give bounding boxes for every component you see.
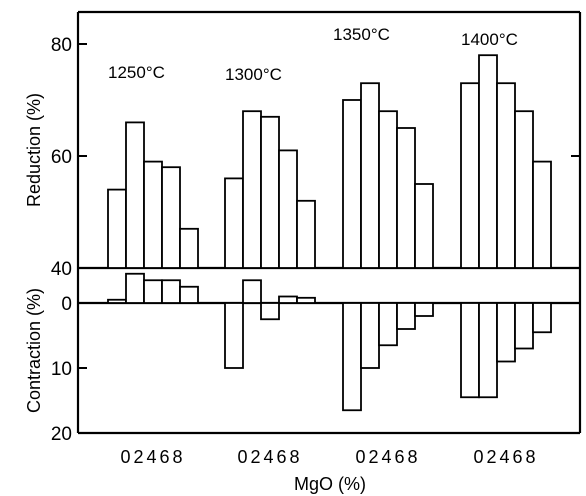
reduction-axis-title: Reduction (%) [24, 93, 44, 207]
contraction-bar-2-4 [414, 302, 434, 317]
temperature-label-0: 1250°C [108, 63, 165, 82]
reduction-tick-label: 60 [51, 147, 72, 168]
reduction-bar-1-3 [278, 149, 298, 269]
contraction-bar-0-1 [125, 272, 145, 304]
reduction-bar-0-1 [125, 121, 145, 269]
x-axis-title: MgO (%) [294, 474, 366, 494]
contraction-bar-0-0 [107, 298, 127, 304]
mgo-tick-labels-0: 02468 [120, 447, 185, 467]
contraction-bar-3-3 [514, 302, 534, 350]
reduction-bar-3-0 [460, 82, 480, 269]
contraction-bar-2-0 [342, 302, 362, 412]
contraction-bar-0-2 [143, 279, 163, 304]
contraction-bar-0-4 [179, 285, 199, 304]
contraction-bar-3-4 [532, 302, 552, 334]
contraction-tick-label: 10 [51, 359, 72, 380]
axis-ticks [78, 43, 580, 434]
temperature-label-3: 1400°C [461, 30, 518, 49]
mgo-tick-labels-2: 02468 [355, 447, 420, 467]
contraction-bar-3-0 [460, 302, 480, 399]
temperature-label-1: 1300°C [225, 65, 282, 84]
contraction-bars [107, 272, 552, 412]
reduction-bar-2-0 [342, 99, 362, 269]
temperature-label-2: 1350°C [333, 25, 390, 44]
mgo-tick-labels-3: 02468 [473, 447, 538, 467]
contraction-tick-label: 0 [61, 294, 72, 315]
contraction-bar-1-1 [242, 279, 262, 304]
contraction-bar-2-3 [396, 302, 416, 330]
reduction-bar-1-2 [260, 115, 280, 269]
contraction-axis-title: Contraction (%) [24, 288, 44, 413]
reduction-bar-3-2 [496, 82, 516, 269]
mgo-tick-labels-1: 02468 [237, 447, 302, 467]
reduction-bar-2-2 [378, 110, 398, 269]
reduction-bar-0-4 [179, 227, 199, 269]
contraction-bar-0-3 [161, 279, 181, 304]
reduction-bars [107, 54, 552, 269]
reduction-bar-2-4 [414, 183, 434, 269]
chart-labels: 40 60 80 0 10 20 Reduction (%) Contraction (%) 1… [24, 25, 538, 494]
contraction-bar-3-1 [478, 302, 498, 399]
reduction-bar-3-4 [532, 160, 552, 269]
reduction-tick-label: 80 [51, 35, 72, 56]
contraction-bar-2-2 [378, 302, 398, 347]
reduction-bar-2-1 [360, 82, 380, 269]
contraction-bar-2-1 [360, 302, 380, 369]
contraction-bar-1-2 [260, 302, 280, 321]
reduction-bar-0-2 [143, 160, 163, 269]
reduction-bar-2-3 [396, 127, 416, 269]
contraction-bar-3-2 [496, 302, 516, 363]
reduction-bar-3-1 [478, 54, 498, 269]
reduction-bar-1-4 [296, 199, 316, 269]
reduction-tick-label: 40 [51, 259, 72, 280]
reduction-bar-0-3 [161, 166, 181, 269]
contraction-bar-1-0 [224, 302, 244, 369]
reduction-bar-3-3 [514, 110, 534, 269]
reduction-bar-0-0 [107, 188, 127, 269]
reduction-bar-1-1 [242, 110, 262, 269]
reduction-bar-1-0 [224, 177, 244, 269]
contraction-bar-1-4 [296, 296, 316, 304]
contraction-tick-label: 20 [51, 424, 72, 445]
contraction-bar-1-3 [278, 295, 298, 304]
